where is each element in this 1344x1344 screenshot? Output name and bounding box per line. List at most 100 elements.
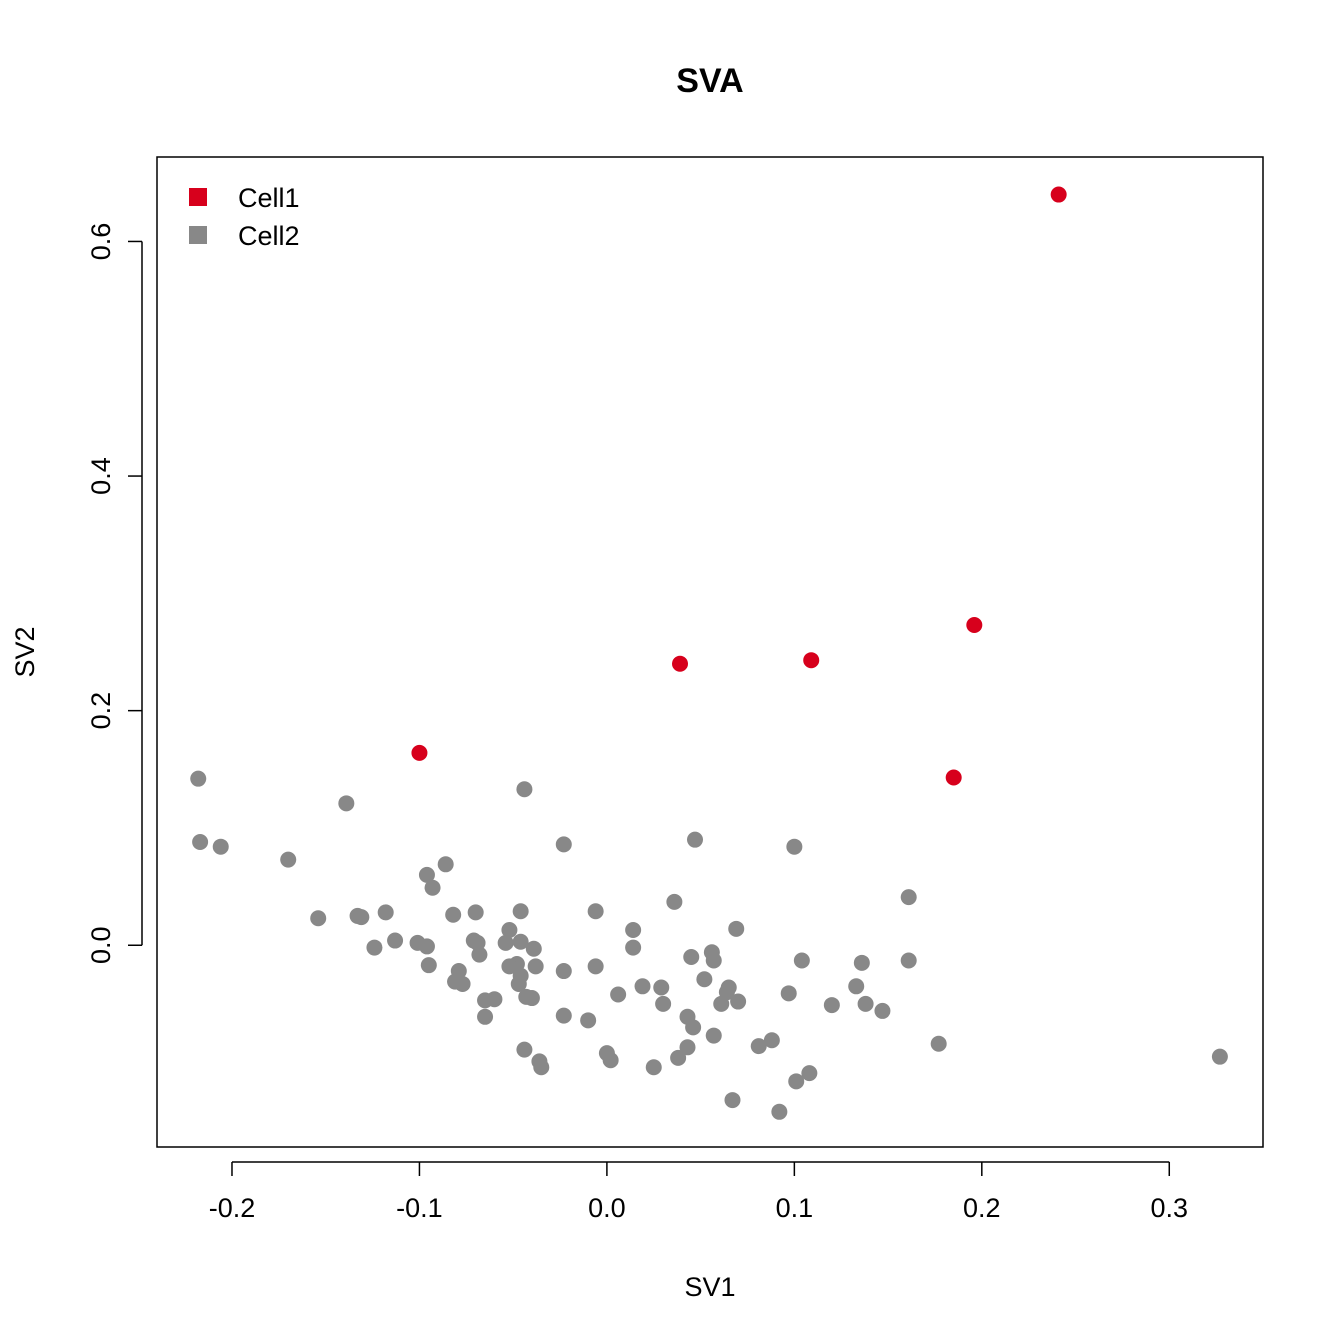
data-point: [780, 985, 797, 1002]
data-point: [192, 834, 209, 851]
data-point: [212, 838, 229, 855]
chart-title: SVA: [676, 62, 743, 100]
data-point: [523, 990, 540, 1007]
y-tick-label: 0.2: [86, 692, 116, 730]
data-point: [696, 971, 713, 988]
data-point: [501, 921, 518, 938]
y-tick-label: 0.6: [86, 223, 116, 261]
data-point: [377, 904, 394, 921]
data-point: [685, 1019, 702, 1036]
data-point: [501, 958, 518, 975]
data-point: [788, 1073, 805, 1090]
data-point: [437, 856, 454, 873]
data-point: [587, 958, 604, 975]
x-tick-label: -0.1: [396, 1193, 443, 1223]
data-point: [587, 903, 604, 920]
data-point: [418, 938, 435, 955]
data-point: [610, 986, 627, 1003]
legend-label: Cell2: [238, 221, 300, 251]
data-point: [625, 921, 642, 938]
data-point: [930, 1035, 947, 1052]
data-point: [469, 934, 486, 951]
data-point: [823, 997, 840, 1014]
data-point: [874, 1002, 891, 1019]
data-point: [555, 963, 572, 980]
legend: Cell1 Cell2: [189, 183, 300, 251]
data-point: [516, 781, 533, 798]
data-point: [602, 1052, 619, 1069]
y-axis-label: SV2: [10, 626, 40, 677]
plot-frame: [156, 156, 1264, 1148]
legend-label: Cell1: [238, 183, 300, 213]
legend-swatch: [189, 188, 207, 206]
data-point: [966, 617, 983, 634]
y-tick-label: 0.4: [86, 457, 116, 495]
data-point: [418, 866, 435, 883]
data-point: [730, 993, 747, 1010]
data-point: [516, 1041, 533, 1058]
data-point: [655, 995, 672, 1012]
x-tick-label: -0.2: [209, 1193, 256, 1223]
data-point: [366, 939, 383, 956]
data-point: [763, 1032, 780, 1049]
data-point: [1050, 186, 1067, 203]
data-point: [793, 952, 810, 969]
data-point: [801, 1065, 818, 1082]
data-point: [424, 879, 441, 896]
data-point: [527, 958, 544, 975]
data-point: [750, 1038, 767, 1055]
data-point: [634, 978, 651, 995]
data-point: [1211, 1048, 1228, 1065]
axes: -0.2 -0.1 0.0 0.1 0.2 0.3 0.0 0.2 0.4 0.6: [86, 223, 1188, 1223]
data-point: [387, 932, 404, 949]
data-point: [724, 1092, 741, 1109]
data-point: [728, 920, 745, 937]
data-point: [848, 978, 865, 995]
data-point: [454, 975, 471, 992]
data-point: [645, 1059, 662, 1076]
data-point: [803, 652, 820, 669]
data-point: [687, 831, 704, 848]
data-point: [555, 1007, 572, 1024]
data-point: [853, 954, 870, 971]
data-point: [471, 946, 488, 963]
data-point: [900, 952, 917, 969]
data-point: [786, 838, 803, 855]
data-point: [477, 1008, 494, 1025]
y-tick-label: 0.0: [86, 926, 116, 964]
data-point: [190, 770, 207, 787]
data-point: [666, 893, 683, 910]
series-cell2: [190, 770, 1228, 1120]
data-point: [338, 795, 355, 812]
data-point: [713, 995, 730, 1012]
data-point: [672, 655, 689, 672]
data-point: [580, 1012, 597, 1029]
data-point: [420, 957, 437, 974]
data-point: [555, 836, 572, 853]
data-point: [705, 952, 722, 969]
data-point: [670, 1049, 687, 1066]
data-point: [945, 769, 962, 786]
data-point: [310, 910, 327, 927]
x-tick-label: 0.2: [963, 1193, 1001, 1223]
series-cell1: [411, 186, 1067, 786]
data-point: [625, 939, 642, 956]
data-point: [525, 940, 542, 957]
data-point: [512, 903, 529, 920]
data-point: [497, 934, 514, 951]
data-point: [445, 906, 462, 923]
x-tick-label: 0.1: [776, 1193, 814, 1223]
data-points: [190, 186, 1228, 1120]
data-point: [533, 1059, 550, 1076]
data-point: [679, 1039, 696, 1056]
data-point: [900, 889, 917, 906]
data-point: [280, 851, 297, 868]
legend-swatch: [189, 226, 207, 244]
data-point: [353, 909, 370, 926]
x-tick-label: 0.3: [1150, 1193, 1188, 1223]
data-point: [857, 995, 874, 1012]
x-axis-label: SV1: [684, 1272, 735, 1302]
data-point: [510, 975, 527, 992]
data-point: [683, 948, 700, 965]
